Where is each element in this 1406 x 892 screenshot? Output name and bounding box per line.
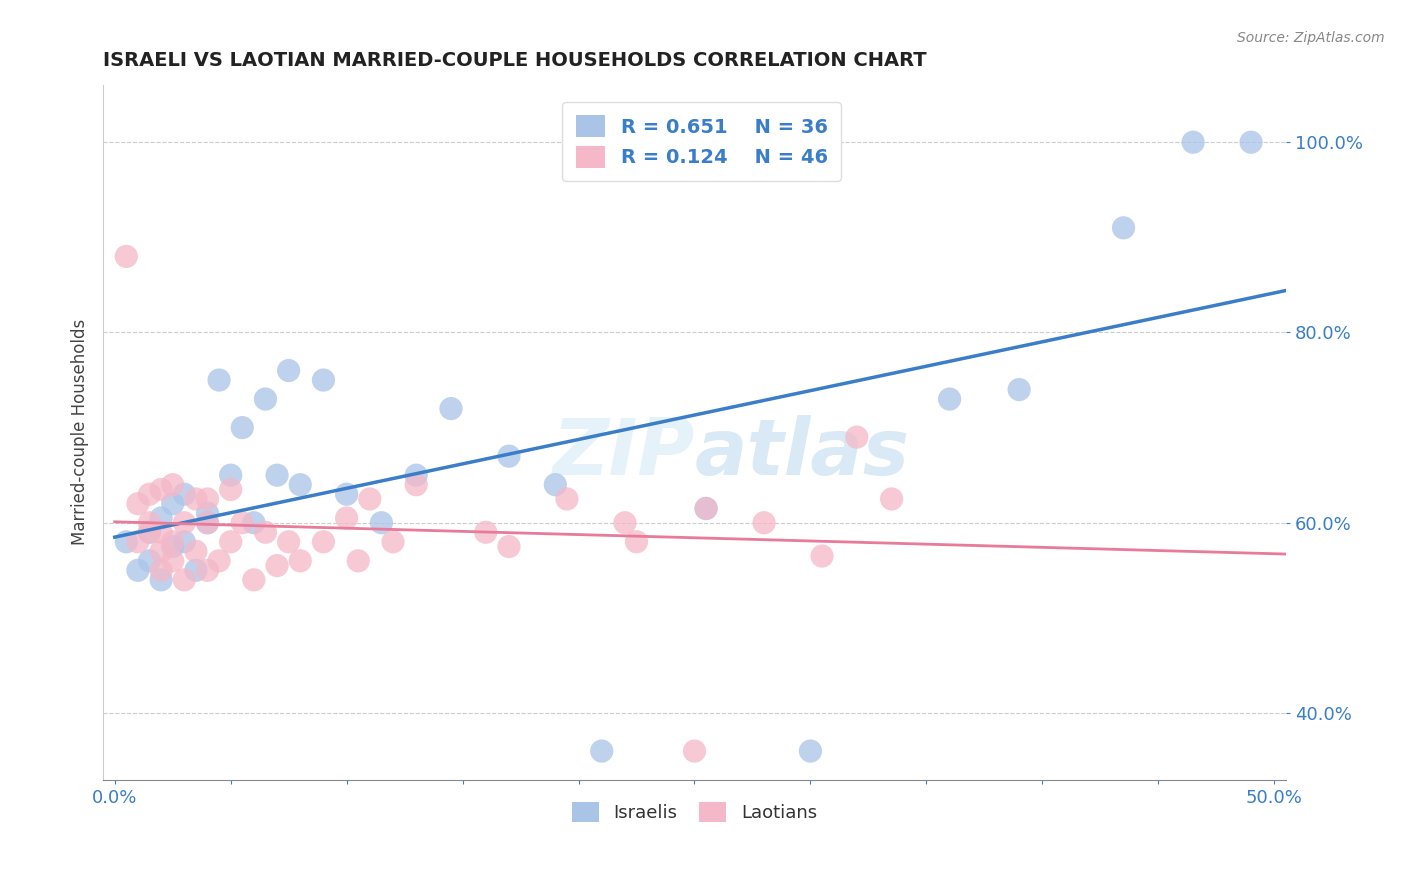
- Point: [197, 516, 219, 530]
- Point: [312, 373, 335, 387]
- Point: [254, 525, 277, 540]
- Point: [277, 363, 299, 377]
- Point: [1240, 135, 1263, 149]
- Point: [150, 573, 173, 587]
- Point: [173, 516, 195, 530]
- Point: [336, 511, 359, 525]
- Point: [115, 249, 138, 263]
- Point: [811, 549, 834, 563]
- Point: [277, 534, 299, 549]
- Point: [162, 477, 184, 491]
- Text: atlas: atlas: [695, 415, 910, 491]
- Point: [231, 516, 253, 530]
- Text: ISRAELI VS LAOTIAN MARRIED-COUPLE HOUSEHOLDS CORRELATION CHART: ISRAELI VS LAOTIAN MARRIED-COUPLE HOUSEH…: [103, 51, 927, 70]
- Point: [290, 554, 312, 568]
- Point: [880, 491, 903, 506]
- Point: [370, 516, 392, 530]
- Point: [138, 525, 160, 540]
- Point: [115, 534, 138, 549]
- Point: [498, 449, 520, 463]
- Point: [382, 534, 405, 549]
- Point: [498, 540, 520, 554]
- Point: [938, 392, 960, 406]
- Point: [626, 534, 648, 549]
- Point: [219, 468, 242, 483]
- Point: [544, 477, 567, 491]
- Point: [683, 744, 706, 758]
- Point: [197, 563, 219, 577]
- Point: [162, 540, 184, 554]
- Text: Source: ZipAtlas.com: Source: ZipAtlas.com: [1237, 31, 1385, 45]
- Point: [150, 511, 173, 525]
- Point: [219, 483, 242, 497]
- Point: [266, 468, 288, 483]
- Point: [162, 497, 184, 511]
- Point: [312, 534, 335, 549]
- Point: [138, 525, 160, 540]
- Point: [243, 516, 266, 530]
- Point: [184, 491, 207, 506]
- Point: [127, 534, 149, 549]
- Point: [173, 534, 195, 549]
- Point: [336, 487, 359, 501]
- Point: [591, 744, 613, 758]
- Point: [695, 501, 717, 516]
- Point: [197, 516, 219, 530]
- Point: [184, 563, 207, 577]
- Point: [184, 544, 207, 558]
- Point: [173, 487, 195, 501]
- Point: [475, 525, 498, 540]
- Point: [150, 483, 173, 497]
- Point: [347, 554, 370, 568]
- Point: [208, 554, 231, 568]
- Point: [150, 544, 173, 558]
- Point: [752, 516, 775, 530]
- Point: [254, 392, 277, 406]
- Point: [150, 525, 173, 540]
- Point: [150, 563, 173, 577]
- Point: [162, 534, 184, 549]
- Point: [138, 487, 160, 501]
- Y-axis label: Married-couple Households: Married-couple Households: [72, 319, 89, 546]
- Point: [613, 516, 636, 530]
- Point: [1008, 383, 1031, 397]
- Legend: Israelis, Laotians: Israelis, Laotians: [561, 791, 828, 833]
- Point: [208, 373, 231, 387]
- Point: [440, 401, 463, 416]
- Point: [405, 468, 427, 483]
- Point: [290, 477, 312, 491]
- Point: [243, 573, 266, 587]
- Text: ZIP: ZIP: [553, 415, 695, 491]
- Point: [173, 573, 195, 587]
- Point: [138, 554, 160, 568]
- Point: [162, 554, 184, 568]
- Point: [555, 491, 578, 506]
- Point: [127, 563, 149, 577]
- Point: [695, 501, 717, 516]
- Point: [845, 430, 868, 444]
- Point: [219, 534, 242, 549]
- Point: [799, 744, 821, 758]
- Point: [197, 491, 219, 506]
- Point: [1182, 135, 1205, 149]
- Point: [1112, 220, 1135, 235]
- Point: [138, 516, 160, 530]
- Point: [231, 420, 253, 434]
- Point: [266, 558, 288, 573]
- Point: [127, 497, 149, 511]
- Point: [405, 477, 427, 491]
- Point: [359, 491, 381, 506]
- Point: [197, 506, 219, 520]
